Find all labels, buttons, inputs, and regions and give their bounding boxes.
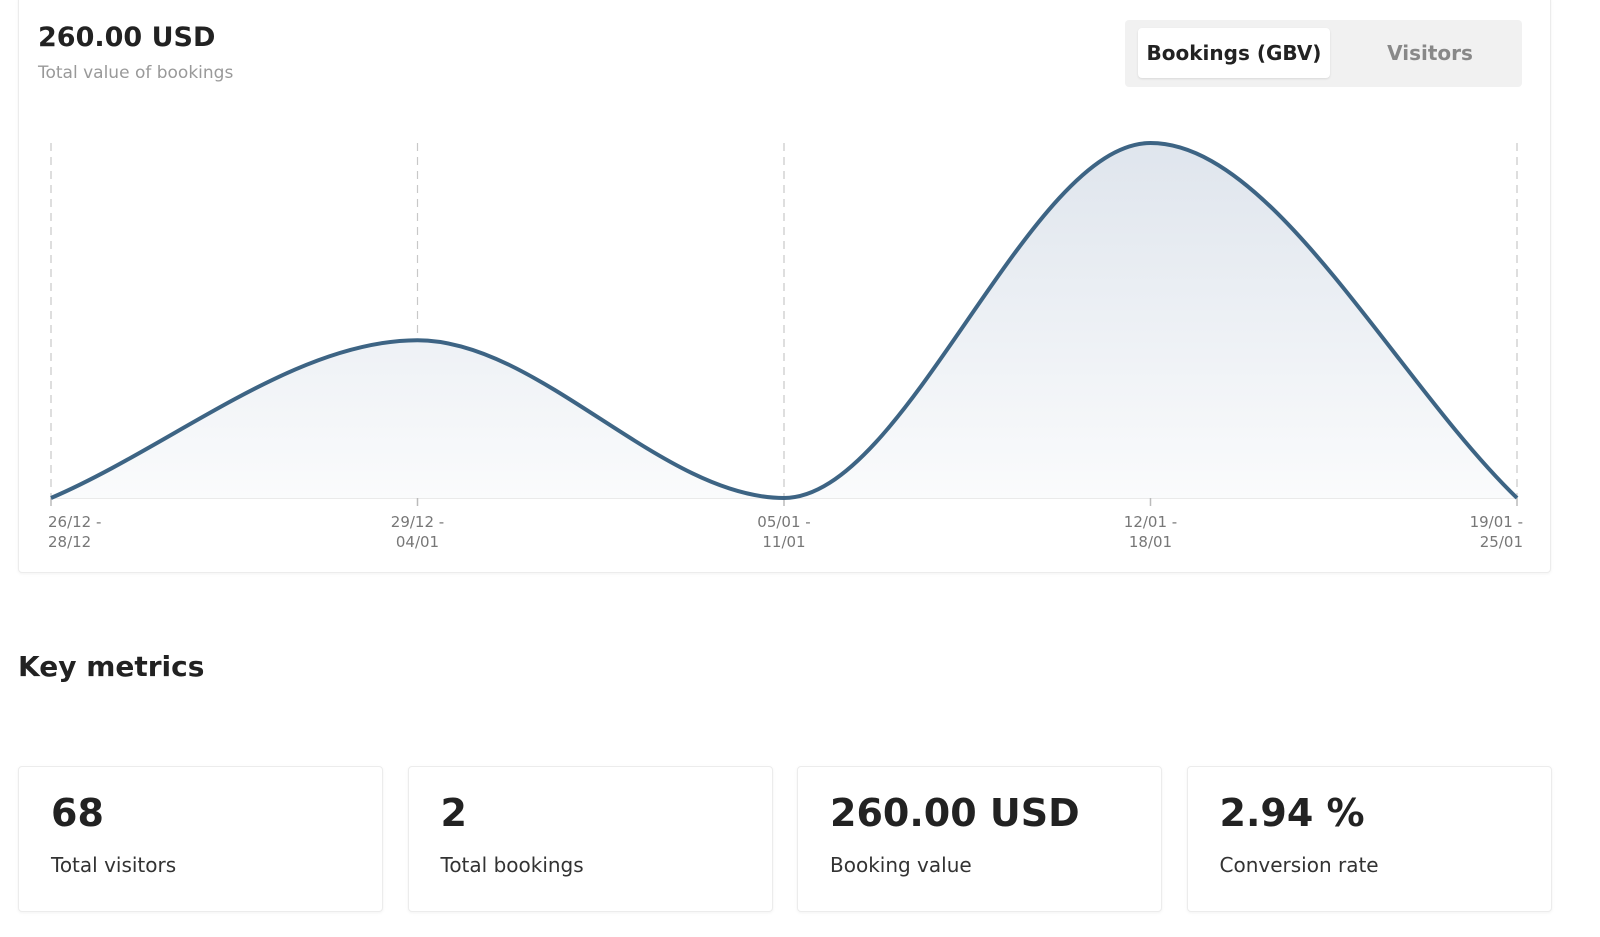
x-tick-label: 29/12 - 04/01 [390, 513, 445, 551]
metric-label: Booking value [830, 853, 972, 877]
metric-label: Conversion rate [1219, 853, 1379, 877]
section-title: Key metrics [18, 650, 205, 683]
metric-value: 2.94 % [1219, 791, 1365, 835]
area [51, 143, 1517, 498]
metric-label: Total visitors [51, 853, 177, 877]
total-subtitle: Total value of bookings [38, 63, 234, 83]
total-value: 260.00 USD [38, 22, 216, 53]
metric-value: 68 [51, 791, 104, 835]
x-tick-label: 26/12 - 28/12 [48, 513, 102, 551]
tab[interactable]: Visitors [1387, 41, 1473, 65]
metric-label: Total bookings [440, 853, 584, 877]
tab-group: Bookings (GBV) Visitors [1125, 20, 1522, 87]
metric-card: 2.94 % Conversion rate [1186, 766, 1552, 912]
metric-card: 260.00 USD Booking value [797, 766, 1162, 912]
tab[interactable]: Bookings (GBV) [1138, 28, 1330, 78]
metric-value: 260.00 USD [830, 791, 1080, 835]
metric-card: 2 Total bookings [407, 766, 773, 912]
chart [50, 140, 1519, 506]
line [50, 140, 1519, 501]
metric-value: 2 [440, 791, 467, 835]
metric-card: 68 Total visitors [18, 766, 383, 912]
x-tick-label: 12/01 - 18/01 [1123, 513, 1178, 551]
x-tick-label: 19/01 - 25/01 [1469, 513, 1523, 551]
x-tick-label: 05/01 - 11/01 [757, 513, 811, 551]
